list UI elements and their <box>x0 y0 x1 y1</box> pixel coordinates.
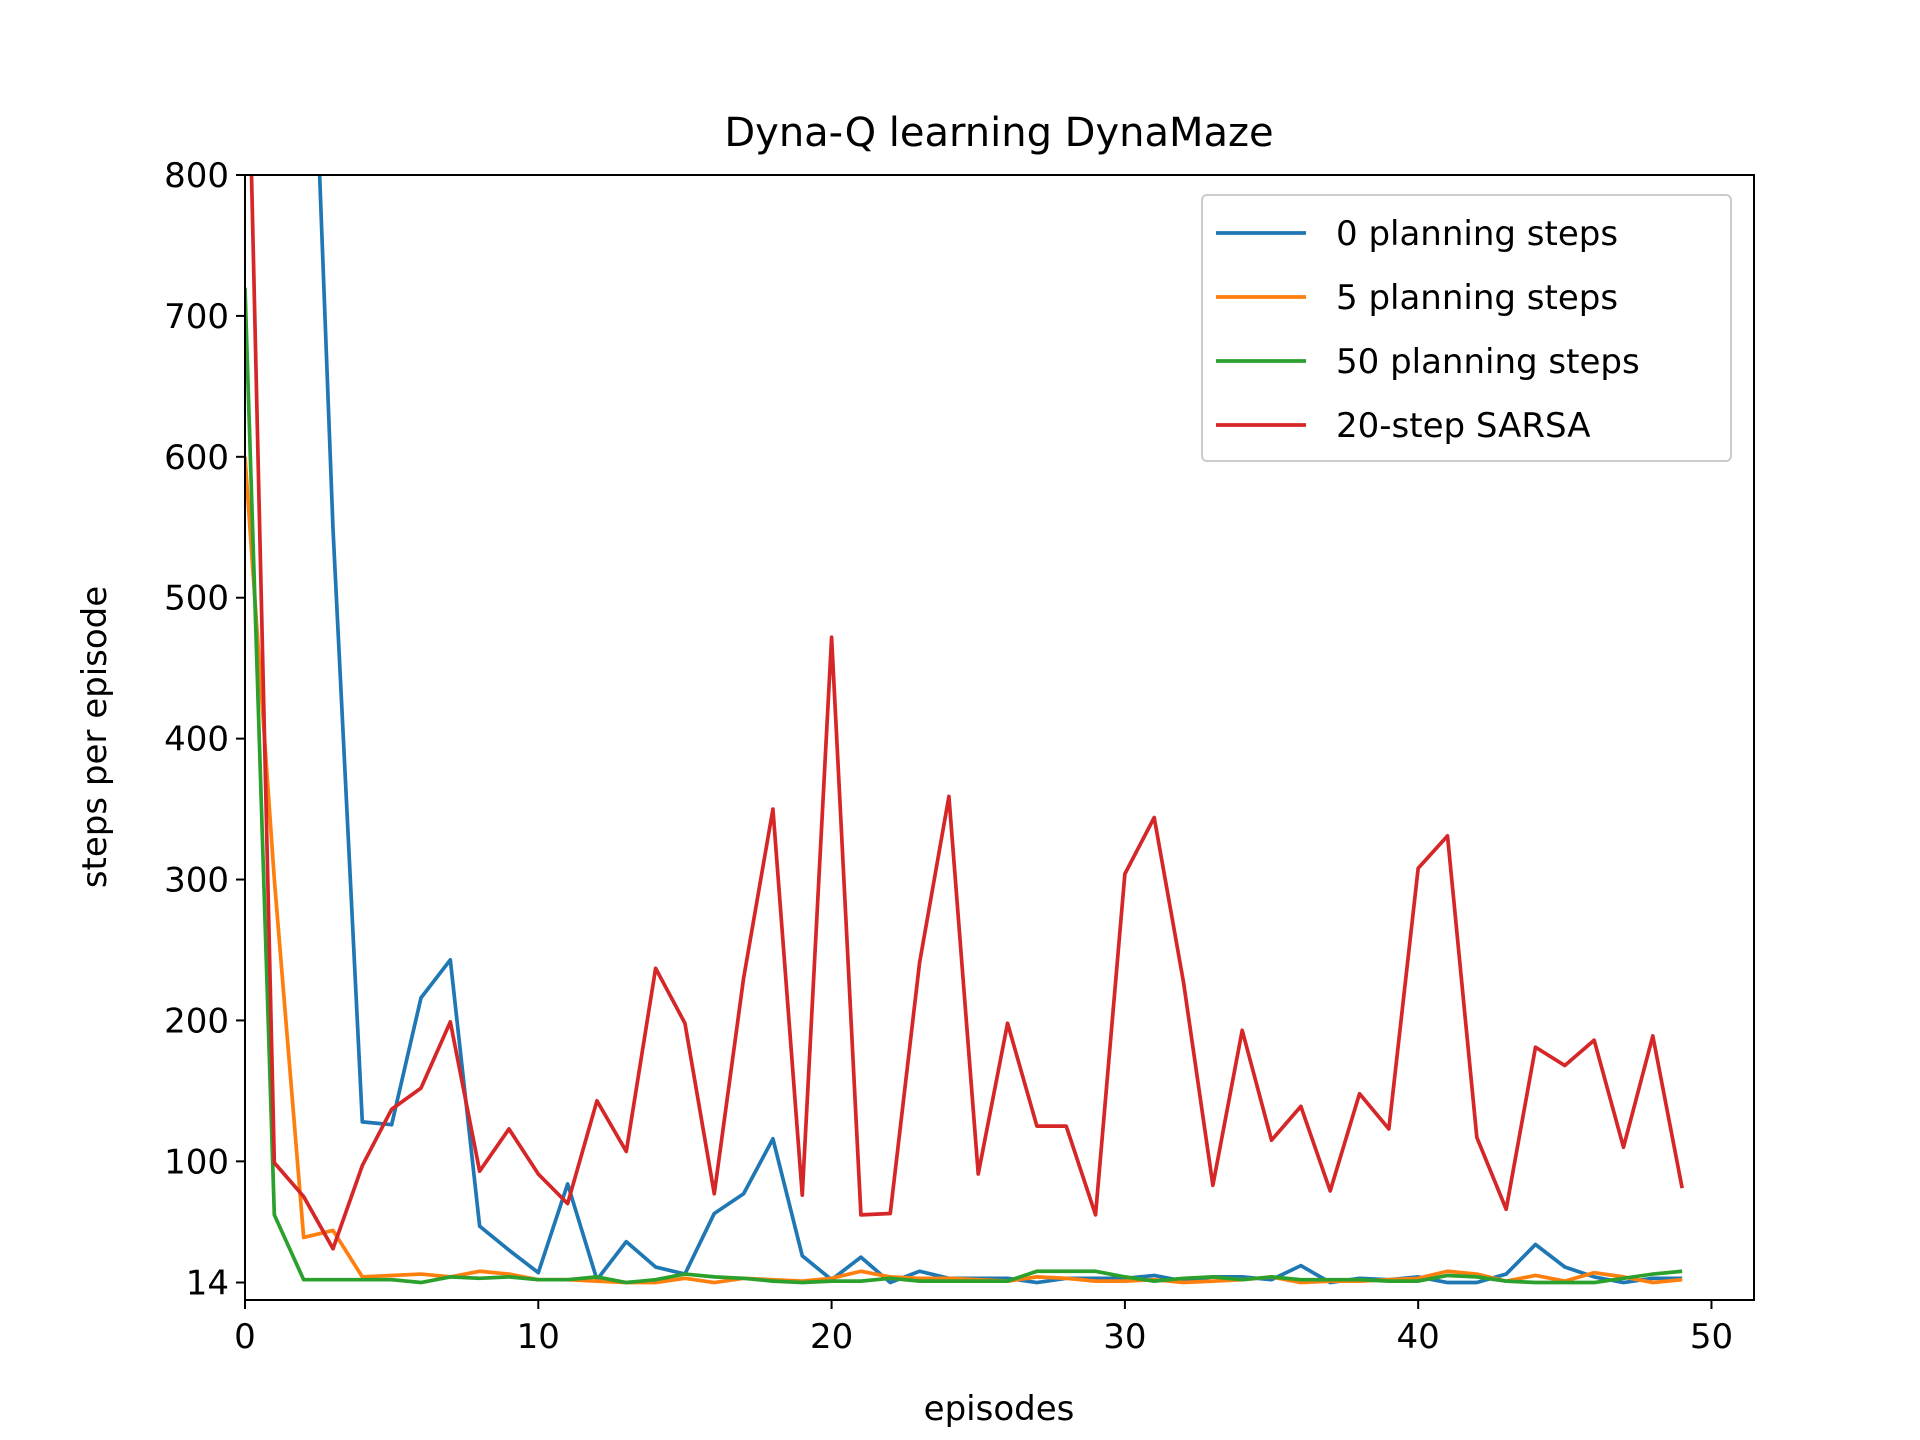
legend-label: 0 planning steps <box>1336 214 1618 254</box>
chart-title: Dyna-Q learning DynaMaze <box>724 110 1273 156</box>
y-tick-label: 600 <box>164 438 229 478</box>
y-tick-label: 800 <box>164 156 229 196</box>
y-tick-label: 200 <box>164 1001 229 1041</box>
x-axis-label: episodes <box>924 1389 1075 1429</box>
x-tick-label: 40 <box>1397 1317 1440 1357</box>
y-axis-label: steps per episode <box>75 586 115 888</box>
series-line <box>245 456 1683 1285</box>
y-tick-label: 700 <box>164 297 229 337</box>
legend-label: 50 planning steps <box>1336 342 1640 382</box>
y-tick-label: 500 <box>164 579 229 619</box>
x-tick-label: 50 <box>1690 1317 1733 1357</box>
series-line <box>317 175 1683 1285</box>
y-tick-label: 14 <box>186 1264 229 1304</box>
x-tick-label: 0 <box>234 1317 256 1357</box>
y-tick-label: 300 <box>164 861 229 901</box>
y-tick-label: 100 <box>164 1142 229 1182</box>
legend-label: 5 planning steps <box>1336 278 1618 318</box>
x-tick-label: 10 <box>517 1317 560 1357</box>
plot-frame <box>244 174 1755 1301</box>
plot-lines <box>245 175 1684 1285</box>
x-tick-label: 20 <box>810 1317 853 1357</box>
series-line <box>245 287 1683 1285</box>
series-line <box>249 175 1684 1251</box>
legend-box <box>1201 194 1732 462</box>
legend-label: 20-step SARSA <box>1336 406 1590 446</box>
x-tick-label: 30 <box>1103 1317 1146 1357</box>
y-tick-label: 400 <box>164 720 229 760</box>
